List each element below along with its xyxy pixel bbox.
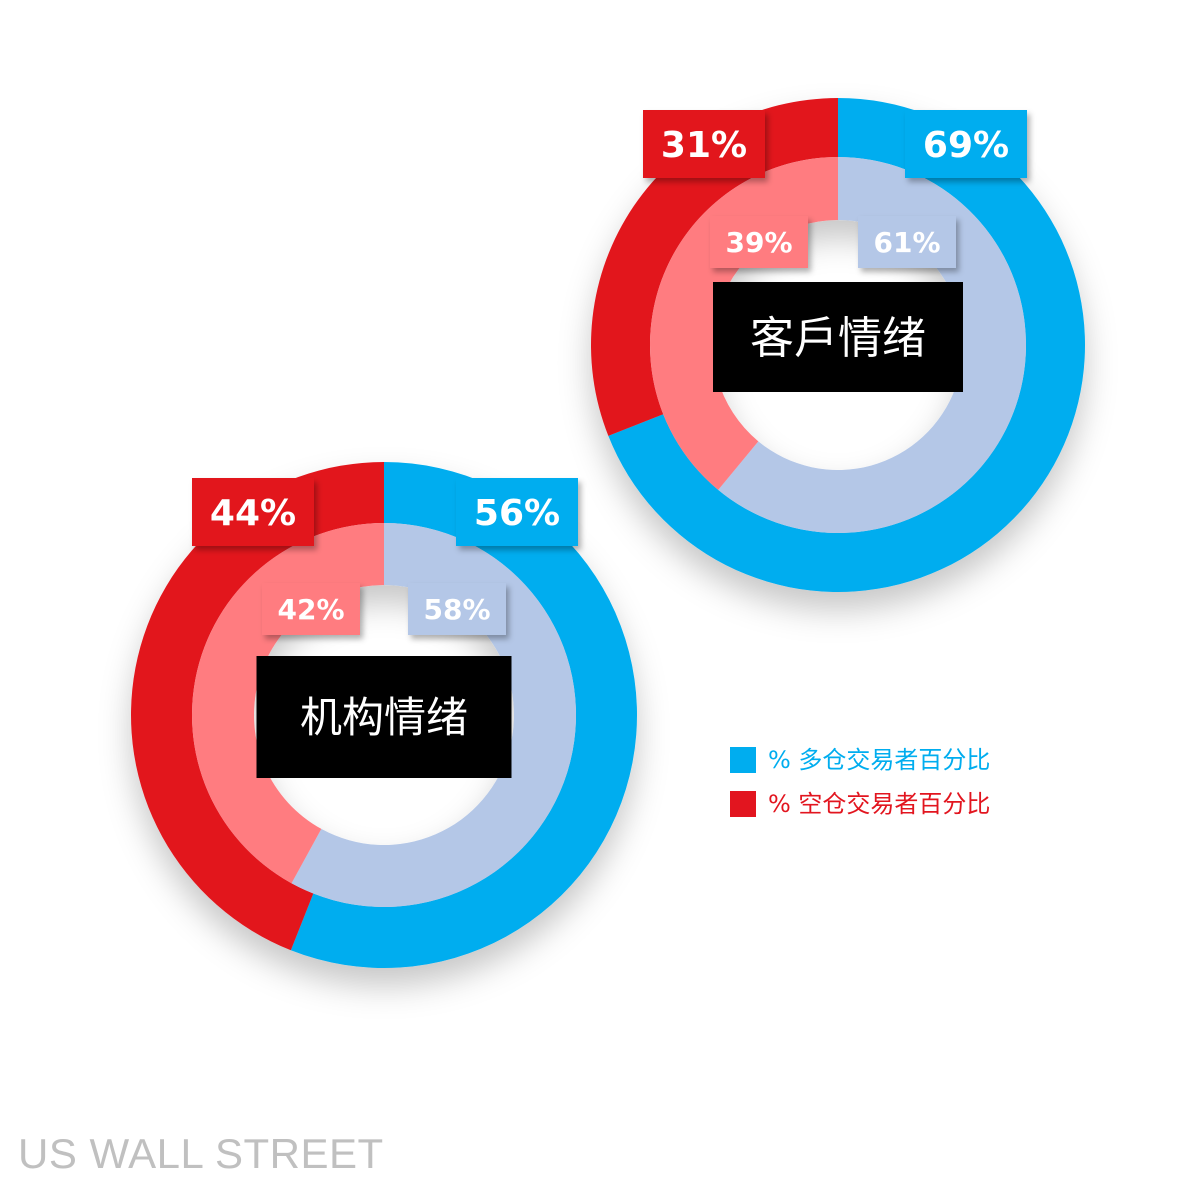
outer-short-label: 44% <box>192 478 314 546</box>
outer-short-label: 31% <box>643 110 765 178</box>
outer-short-label-text: 31% <box>661 125 747 166</box>
outer-short-label-text: 44% <box>210 493 296 534</box>
inner-long-label-text: 58% <box>423 593 490 626</box>
legend-item-short: % 空仓交易者百分比 <box>730 782 990 826</box>
inner-short-slice <box>650 157 838 490</box>
legend-swatch-short <box>730 791 756 817</box>
inner-short-label-text: 42% <box>277 593 344 626</box>
inner-long-label: 58% <box>408 583 506 635</box>
inner-long-label: 61% <box>858 216 956 268</box>
inner-short-label-box <box>262 583 360 635</box>
legend-label-short: % 空仓交易者百分比 <box>768 790 991 818</box>
center-title-box <box>256 656 512 778</box>
inner-long-label-box <box>858 216 956 268</box>
outer-long-label-text: 56% <box>474 493 560 534</box>
inner-long-label-text: 61% <box>873 226 940 259</box>
inner-long-label-box <box>408 583 506 635</box>
legend-swatch-long <box>730 747 756 773</box>
watermark: US WALL STREET <box>18 1130 384 1177</box>
legend-label-long: % 多仓交易者百分比 <box>768 746 991 774</box>
outer-short-label-box <box>643 110 765 178</box>
outer-long-label-text: 69% <box>923 125 1009 166</box>
legend-item-long: % 多仓交易者百分比 <box>730 738 990 782</box>
client-sentiment-donut: 客戶情绪 69% 31% 61% 39% <box>590 98 1085 592</box>
outer-long-label-box <box>905 110 1027 178</box>
outer-short-slice <box>131 462 384 951</box>
institution-sentiment-donut: 机构情绪 56% 44% 58% 42% <box>131 462 637 968</box>
inner-short-label-box <box>710 216 808 268</box>
center-title-box <box>713 282 963 392</box>
center-title-text: 客戶情绪 <box>750 313 926 364</box>
outer-short-slice <box>590 98 838 436</box>
outer-long-label-box <box>456 478 578 546</box>
inner-short-label: 42% <box>262 583 360 635</box>
outer-long-label: 56% <box>456 478 578 546</box>
inner-short-slice <box>192 523 384 884</box>
outer-long-slice <box>290 462 637 968</box>
inner-short-label: 39% <box>710 216 808 268</box>
outer-long-label: 69% <box>905 110 1027 178</box>
inner-short-label-text: 39% <box>725 226 792 259</box>
outer-short-label-box <box>192 478 314 546</box>
legend: % 多仓交易者百分比 % 空仓交易者百分比 <box>730 738 990 826</box>
center-title-text: 机构情绪 <box>300 693 468 742</box>
